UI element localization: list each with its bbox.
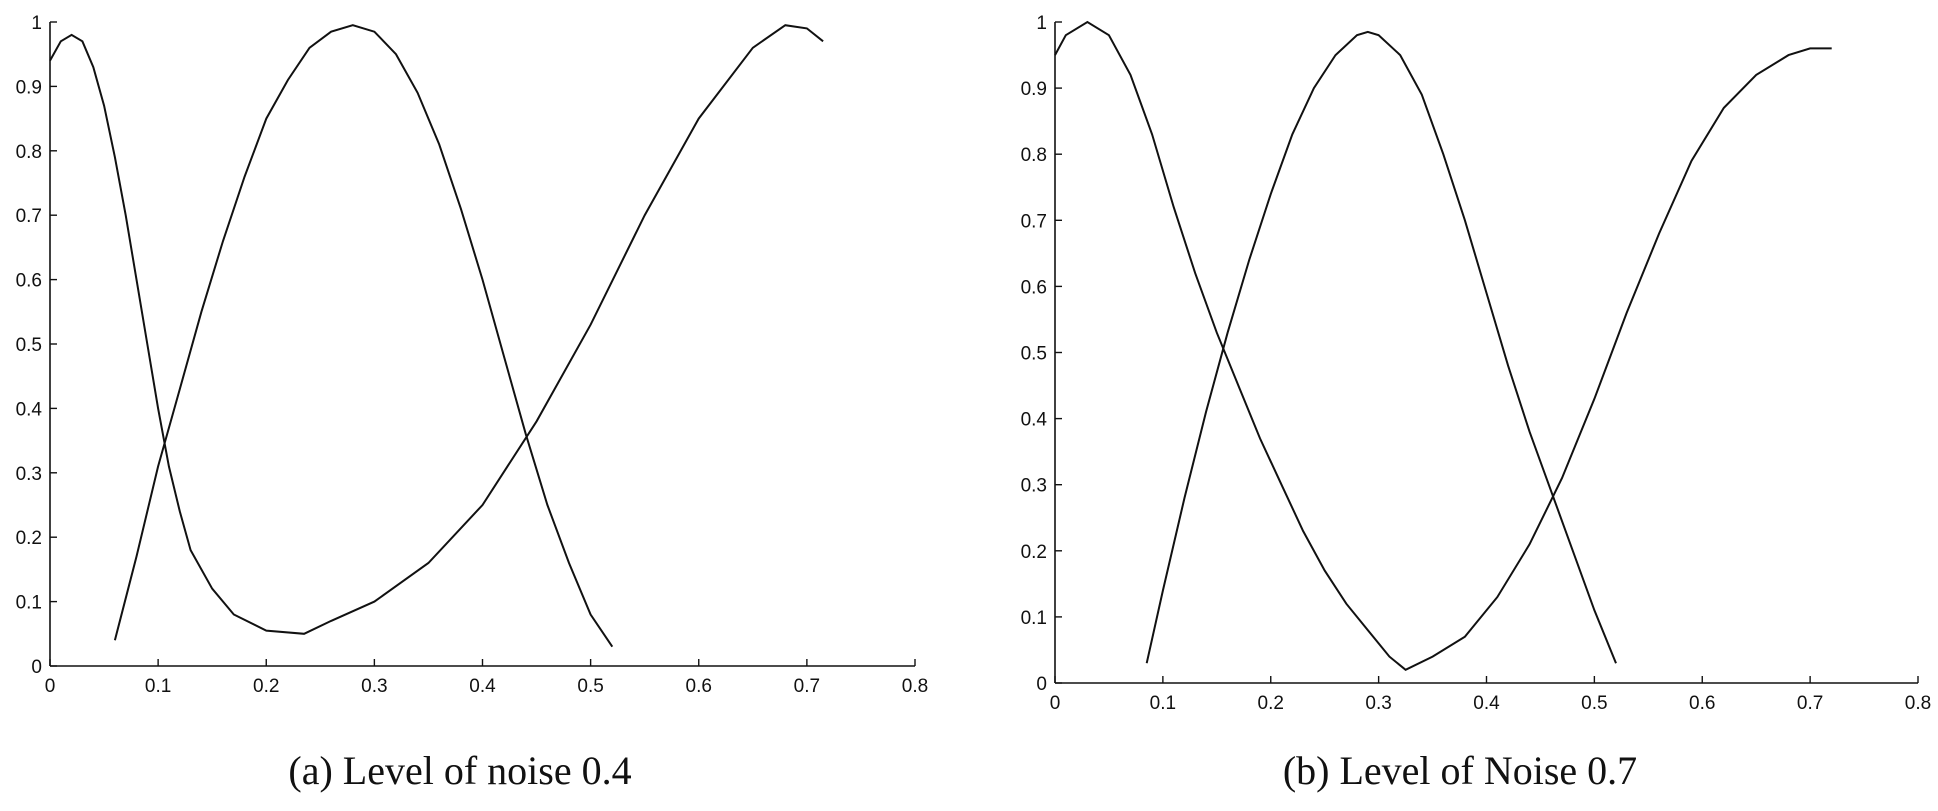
y-tick-label: 0.1 [16,593,42,614]
x-tick-label: 0 [45,676,56,697]
x-tick-label: 0.7 [794,676,820,697]
y-tick-label: 0.9 [16,77,42,98]
panel-caption: (a) Level of noise 0.4 [288,748,631,793]
x-tick-label: 0.2 [1258,693,1284,714]
y-tick-label: 0.3 [16,464,42,485]
x-tick-label: 0.4 [469,676,496,697]
x-tick-label: 0.5 [577,676,603,697]
y-tick-label: 0.8 [1021,145,1047,166]
y-tick-label: 0.4 [16,399,43,420]
x-tick-label: 0.1 [1150,693,1176,714]
y-tick-label: 0.1 [1021,608,1047,629]
panel-a: 0 0.1 0.2 0.3 0.4 0.5 0.6 0.7 0.8 0 0.1 0.2 0.3 0.4 0.… [16,13,929,793]
y-tick-label: 0.6 [1021,277,1047,298]
y-tick-label: 0.2 [1021,542,1047,563]
y-tick-label: 0.7 [16,206,42,227]
series-line-1 [49,24,824,635]
panel-caption: (b) Level of Noise 0.7 [1283,748,1637,793]
y-tick-label: 0.3 [1021,476,1047,497]
x-tick-label: 0.3 [1365,693,1391,714]
x-tick-label: 0.6 [1689,693,1715,714]
series-line-2 [1145,30,1617,664]
y-tick-label: 0.6 [16,271,42,292]
series-line-2 [113,24,614,648]
x-tick-label: 0.5 [1581,693,1607,714]
x-tick-label: 0.2 [253,676,279,697]
y-tick-label: 0 [1036,674,1047,695]
x-tick-label: 0.8 [1905,693,1931,714]
y-tick-label: 0 [31,657,42,678]
panel-b: 0 0.1 0.2 0.3 0.4 0.5 0.6 0.7 0.8 0 0.1 0.2 0.3 0.4 0.… [1021,13,1932,793]
y-tick-label: 0.4 [1021,410,1048,431]
x-tick-label: 0.7 [1797,693,1823,714]
y-tick-label: 1 [31,13,42,34]
x-tick-label: 0.4 [1473,693,1500,714]
y-tick-label: 0.8 [16,142,42,163]
x-tick-label: 0.8 [902,676,928,697]
x-tick-label: 0.1 [145,676,171,697]
x-tick-label: 0.3 [361,676,387,697]
x-tick-label: 0 [1050,693,1061,714]
x-tick-label: 0.6 [686,676,712,697]
series-line-1 [1054,20,1832,671]
y-tick-label: 0.9 [1021,79,1047,100]
y-tick-label: 0.5 [16,335,42,356]
y-tick-label: 1 [1036,13,1047,34]
y-tick-label: 0.2 [16,528,42,549]
y-tick-label: 0.7 [1021,211,1047,232]
y-tick-label: 0.5 [1021,344,1047,365]
